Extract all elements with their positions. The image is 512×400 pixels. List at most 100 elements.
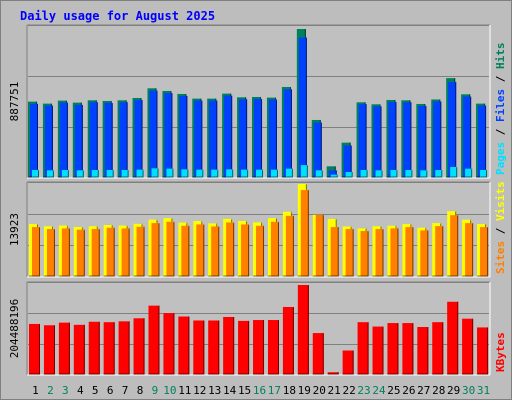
kbytes-legend-kbytes: KBytes [494, 332, 507, 372]
pages-bar-shadow [46, 170, 54, 178]
pages-bar-fill [465, 168, 473, 177]
sites-bar-fill [226, 222, 235, 276]
kbytes-bar-fill [417, 326, 429, 374]
sites-bar-shadow [76, 229, 85, 277]
files-bar-highlight [149, 90, 158, 177]
sites-bar-highlight [47, 229, 55, 276]
kbytes-bar-highlight [223, 317, 235, 374]
sites-bar-fill [151, 223, 160, 276]
pages-bar-shadow [420, 170, 428, 178]
files-bar-highlight [254, 99, 263, 177]
pages-bar-shadow [375, 170, 383, 178]
kbytes-bar-highlight [447, 301, 459, 374]
sites-bar [91, 229, 100, 277]
pages-bar [480, 169, 488, 178]
files-bar [44, 105, 53, 178]
kbytes-bar-fill [73, 324, 85, 374]
kbytes-bar-highlight [298, 285, 309, 374]
kbytes-bar-shadow [342, 350, 354, 375]
kbytes-bar-fill [133, 318, 145, 374]
pages-bar-shadow [136, 169, 144, 178]
sites-bar-fill [465, 223, 474, 276]
day-tick-label: 20 [313, 384, 326, 397]
visits-bar-highlight [44, 226, 53, 276]
kbytes-bar-shadow [43, 325, 55, 375]
day-tick-label: 17 [268, 384, 281, 397]
pages-bar-shadow [390, 169, 398, 178]
sites-bar-shadow [405, 227, 414, 277]
sites-bar-highlight [435, 226, 444, 276]
kbytes-bar-shadow [163, 313, 175, 375]
files-bar-fill [30, 103, 38, 177]
pages-bar-fill [360, 169, 368, 177]
pages-bar-highlight [301, 165, 308, 177]
day-tick-label: 5 [92, 384, 99, 397]
pages-bar-fill [76, 170, 84, 177]
files-bar-fill [283, 89, 292, 177]
pages-bar [211, 169, 219, 178]
kbytes-bar-fill [327, 372, 339, 374]
files-bar [403, 102, 412, 178]
pages-bar-fill [181, 169, 189, 177]
hits-bar-highlight [401, 100, 411, 177]
sites-bar-shadow [211, 226, 220, 277]
pages-bar [136, 169, 144, 178]
files-bar-fill [44, 105, 53, 177]
files-bar-highlight [478, 105, 487, 177]
files-bar [74, 104, 83, 178]
files-bar-highlight [45, 105, 53, 177]
kbytes-bar-highlight [387, 323, 399, 374]
files-bar-fill [298, 37, 307, 177]
kbytes-bar-shadow [297, 285, 309, 375]
kbytes-bar-highlight [372, 326, 384, 374]
visits-bar-highlight [238, 221, 248, 276]
hits-bar-highlight [476, 103, 486, 177]
day-tick-label: 7 [122, 384, 129, 397]
sites-bar-shadow [61, 228, 70, 277]
pages-bar-fill [375, 170, 383, 177]
pages-bar-shadow [450, 166, 458, 178]
kbytes-bar-shadow [118, 321, 130, 375]
pages-bar-shadow [76, 170, 84, 178]
hits-bar-highlight [446, 78, 456, 177]
pages-bar-highlight [181, 169, 189, 177]
kbytes-bar-fill [88, 321, 100, 374]
kbytes-bar-highlight [357, 322, 369, 374]
sites-bar-fill [270, 221, 279, 276]
day-tick-label: 12 [193, 384, 206, 397]
pages-bar-highlight [136, 169, 144, 177]
kbytes-bar [297, 285, 309, 375]
day-tick-label: 29 [447, 384, 460, 397]
kbytes-bar [267, 320, 279, 375]
files-bar [164, 93, 173, 178]
pages-bar-shadow [270, 169, 278, 178]
day-tick-label: 8 [137, 384, 144, 397]
kbytes-bar [372, 326, 384, 375]
hits-bar-highlight [267, 97, 276, 177]
sites-bar-highlight [330, 227, 339, 276]
day-tick-label: 28 [432, 384, 445, 397]
kbytes-bar [477, 327, 489, 375]
files-bar-highlight [224, 95, 233, 177]
pages-bar-shadow [151, 168, 159, 178]
files-bar-highlight [373, 106, 382, 177]
kbytes-bar [29, 323, 40, 375]
kbytes-bar-highlight [148, 305, 160, 374]
kbytes-bar-highlight [133, 318, 145, 374]
sites-bar-highlight [32, 227, 40, 276]
sites-bar-highlight [226, 222, 235, 276]
pages-bar [241, 169, 249, 178]
sites-bar-highlight [166, 222, 175, 276]
sites-bar [420, 230, 429, 277]
kbytes-bar-fill [267, 320, 279, 374]
kbytes-bar-shadow [148, 305, 160, 375]
sites-bar-highlight [62, 228, 70, 276]
sites-bar [181, 225, 190, 277]
kbytes-bar-shadow [238, 320, 250, 375]
pages-bar-shadow [226, 169, 234, 178]
hits-legend-separator: / [494, 122, 507, 142]
pages-bar-fill [166, 168, 174, 177]
sites-bar-fill [435, 226, 444, 276]
kbytes-bar-highlight [29, 324, 40, 374]
